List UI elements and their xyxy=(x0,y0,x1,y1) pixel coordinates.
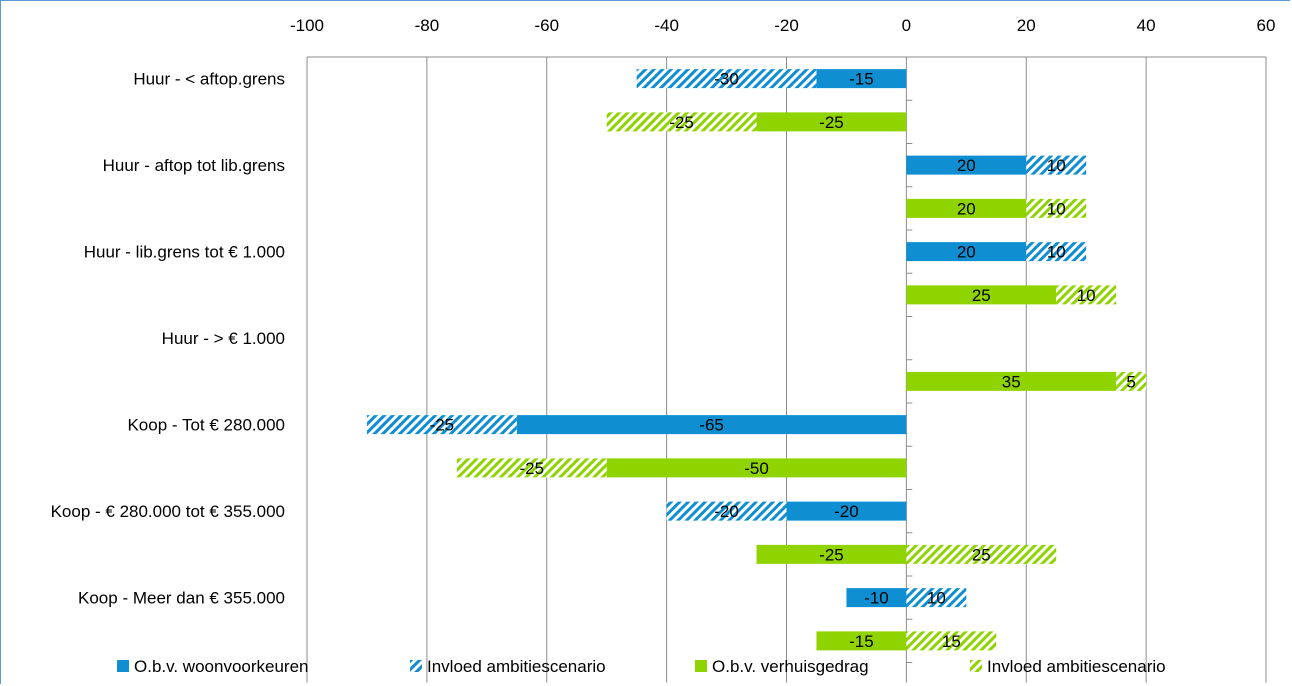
bar-value-label: 10 xyxy=(1077,286,1096,305)
bar xyxy=(846,588,907,608)
bar xyxy=(636,69,817,89)
bar xyxy=(906,242,1027,262)
bar-value-label: 25 xyxy=(972,286,991,305)
category-label: Huur - > € 1.000 xyxy=(162,329,285,348)
bar xyxy=(606,458,907,478)
bar-value-label: -25 xyxy=(519,459,544,478)
x-tick-label: -20 xyxy=(774,16,799,35)
bar xyxy=(906,588,967,608)
x-tick-label: -60 xyxy=(534,16,559,35)
bar xyxy=(366,415,517,435)
bar xyxy=(1056,285,1117,305)
legend-swatch xyxy=(970,660,982,672)
category-label: Huur - < aftop.grens xyxy=(133,70,285,89)
x-tick-label: 0 xyxy=(902,16,911,35)
bar xyxy=(606,112,757,132)
grid-lines xyxy=(306,56,1267,683)
bar-value-label: 10 xyxy=(1047,156,1066,175)
bar-value-label: 20 xyxy=(957,243,976,262)
x-tick-label: -40 xyxy=(654,16,679,35)
bar-value-label: -15 xyxy=(849,70,874,89)
category-label: Koop - Meer dan € 355.000 xyxy=(78,589,285,608)
bar xyxy=(906,285,1057,305)
bar-value-label: 25 xyxy=(972,545,991,564)
bar-value-label: 10 xyxy=(1047,243,1066,262)
bar-value-label: 35 xyxy=(1002,372,1021,391)
category-label: Koop - Tot € 280.000 xyxy=(127,416,285,435)
bar-value-label: -25 xyxy=(669,113,694,132)
bar-value-label: 10 xyxy=(1047,199,1066,218)
x-tick-label: -80 xyxy=(415,16,440,35)
legend-swatch xyxy=(117,660,129,672)
bar xyxy=(906,631,997,651)
bar-value-label: -50 xyxy=(744,459,769,478)
bar-value-label: -15 xyxy=(849,632,874,651)
category-label: Huur - lib.grens tot € 1.000 xyxy=(84,243,285,262)
bar-value-label: -25 xyxy=(819,545,844,564)
bar xyxy=(756,544,907,564)
bar-value-label: -65 xyxy=(699,416,724,435)
bar xyxy=(906,544,1057,564)
bar xyxy=(816,631,907,651)
x-tick-label: -100 xyxy=(290,16,324,35)
x-tick-label: 40 xyxy=(1137,16,1156,35)
x-axis-ticks: -100 -80 -60 -40 -20 0 20 40 60 xyxy=(290,16,1275,35)
category-label: Koop - € 280.000 tot € 355.000 xyxy=(51,502,285,521)
bar xyxy=(1026,198,1087,218)
legend: O.b.v. woonvoorkeuren Invloed ambitiescen… xyxy=(117,657,1166,676)
bar xyxy=(756,112,907,132)
bar-value-label: -25 xyxy=(819,113,844,132)
bar-value-label: 5 xyxy=(1126,372,1135,391)
category-label: Huur - aftop tot lib.grens xyxy=(103,156,285,175)
bar xyxy=(906,371,1117,391)
bar xyxy=(1116,371,1147,391)
bar xyxy=(906,198,1027,218)
category-labels: Huur - < aftop.grens Huur - aftop tot lib… xyxy=(51,70,285,608)
bar xyxy=(816,69,907,89)
bar-value-label: 10 xyxy=(927,589,946,608)
legend-swatch xyxy=(695,660,707,672)
bar-value-label: 20 xyxy=(957,199,976,218)
bar xyxy=(906,155,1027,175)
bars xyxy=(366,69,1147,651)
bar xyxy=(1026,242,1087,262)
bar xyxy=(516,415,907,435)
bar xyxy=(1026,155,1087,175)
legend-label: Invloed ambitiescenario xyxy=(427,657,606,676)
legend-label: O.b.v. verhuisgedrag xyxy=(712,657,869,676)
bar xyxy=(456,458,607,478)
bar-data-labels: -15 -30 -25 -25 20 10 20 10 20 10 25 10 35 5 -65 -25 -50… xyxy=(430,70,1136,651)
x-tick-label: 20 xyxy=(1017,16,1036,35)
bar-value-label: -20 xyxy=(714,502,739,521)
legend-label: Invloed ambitiescenario xyxy=(987,657,1166,676)
bar-value-label: -10 xyxy=(864,589,889,608)
bar-value-label: -25 xyxy=(430,416,455,435)
x-tick-label: 60 xyxy=(1257,16,1276,35)
bar xyxy=(666,501,787,521)
legend-swatch xyxy=(410,660,422,672)
legend-label: O.b.v. woonvoorkeuren xyxy=(134,657,309,676)
bar-value-label: 20 xyxy=(957,156,976,175)
bar-value-label: -30 xyxy=(714,70,739,89)
bar-value-label: -20 xyxy=(834,502,859,521)
bar xyxy=(786,501,907,521)
bar-value-label: 15 xyxy=(942,632,961,651)
